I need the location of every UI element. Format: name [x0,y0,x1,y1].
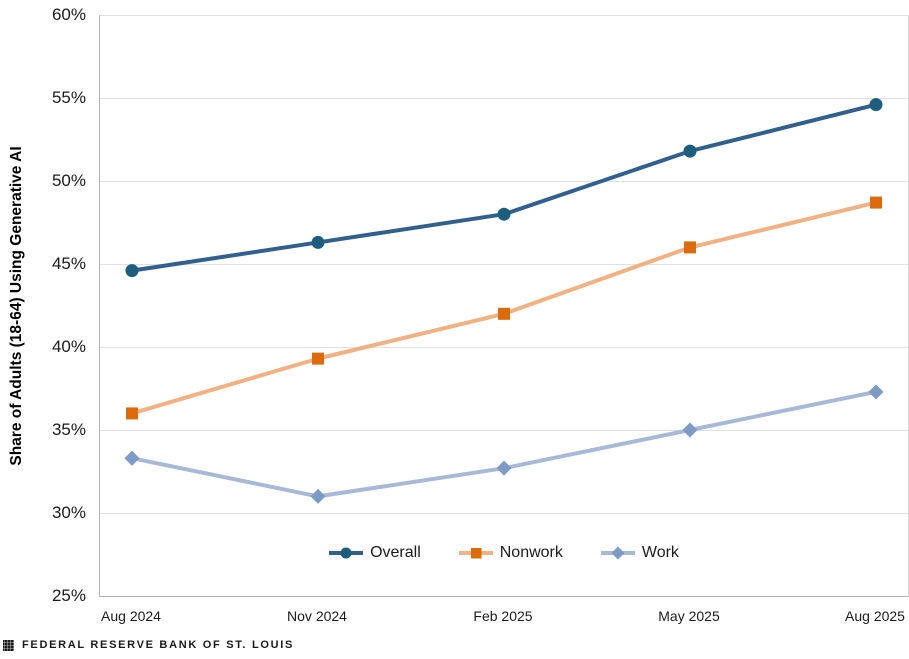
plot-area: Overall Nonwork Work [99,15,909,597]
work-data-point [868,384,884,400]
nonwork-data-point [870,196,882,209]
y-axis-tick-label: 45% [51,254,86,273]
stlouis-fed-eagle-icon [3,639,14,651]
legend-label: Nonwork [499,544,563,561]
y-axis-tick-label: 60% [51,5,86,24]
legend-item-work: Work [600,544,679,562]
work-series-line [130,389,878,499]
overall-legend-marker-icon [329,547,364,559]
work-data-point [496,460,512,476]
y-axis-tick-label: 25% [51,586,86,605]
nonwork-data-point [684,241,696,254]
work-legend-marker-icon [600,546,635,560]
overall-data-point [497,207,511,221]
legend-item-nonwork: Nonwork [458,544,563,562]
x-axis-tick-label: Aug 2025 [845,608,905,624]
x-axis-tick-label: Feb 2025 [473,608,533,624]
overall-data-point [869,98,883,112]
work-data-point [682,422,698,438]
footer-brand-bar: FEDERAL RESERVE BANK OF ST. LOUIS [3,639,294,651]
x-axis-tick-label: Aug 2024 [101,608,161,624]
overall-data-point [683,144,697,158]
nonwork-data-point [498,307,510,320]
y-axis-tick-label: 55% [51,88,86,107]
legend-label: Work [641,544,679,561]
overall-series-line [130,102,878,273]
y-axis-tick-label: 35% [51,420,86,439]
y-axis-title: Share of Adults (18-64) Using Generative… [8,146,25,466]
work-data-point [124,450,140,466]
nonwork-data-point [312,352,324,365]
nonwork-data-point [126,407,138,420]
overall-data-point [125,264,139,278]
nonwork-legend-marker-icon [458,548,493,559]
x-axis-tick-label: May 2025 [658,608,720,624]
y-axis-tick-label: 50% [51,171,86,190]
work-data-point [310,488,326,504]
legend-item-overall: Overall [329,544,421,562]
y-axis-tick-label: 30% [51,503,86,522]
legend-label: Overall [370,544,421,561]
chart-svg [100,15,908,514]
x-axis-tick-label: Nov 2024 [287,608,347,624]
chart-legend: Overall Nonwork Work [100,543,908,563]
y-axis-tick-label: 40% [51,337,86,356]
overall-data-point [311,235,325,249]
footer-brand-text: FEDERAL RESERVE BANK OF ST. LOUIS [22,639,295,651]
